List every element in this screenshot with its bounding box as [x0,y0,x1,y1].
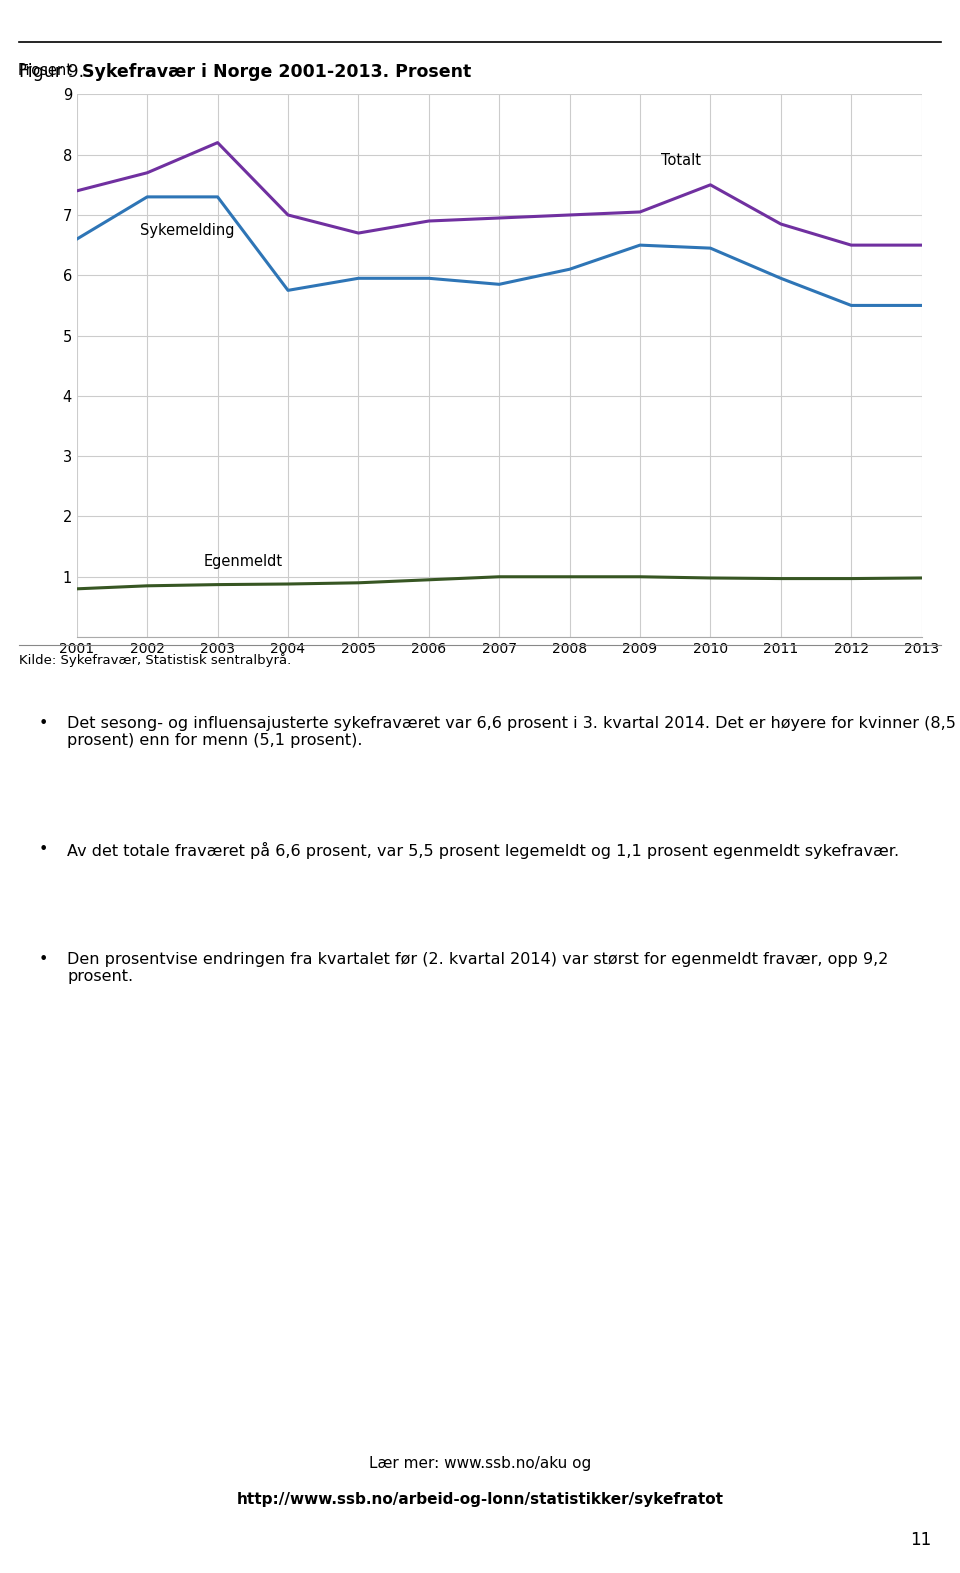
Text: Prosent: Prosent [17,63,73,79]
Text: Totalt: Totalt [661,153,701,168]
Text: Lær mer: www.ssb.no/aku og: Lær mer: www.ssb.no/aku og [369,1455,591,1471]
Text: •: • [38,952,48,967]
Text: Det sesong- og influensajusterte sykefraværet var 6,6 prosent i 3. kvartal 2014.: Det sesong- og influensajusterte sykefra… [67,716,956,749]
Text: Sykemelding: Sykemelding [140,222,234,238]
Text: •: • [38,716,48,731]
Text: Den prosentvise endringen fra kvartalet før (2. kvartal 2014) var størst for ege: Den prosentvise endringen fra kvartalet … [67,952,889,985]
Text: Kilde: Sykefravær, Statistisk sentralbyrå.: Kilde: Sykefravær, Statistisk sentralbyr… [19,653,292,667]
Text: http://www.ssb.no/arbeid-og-lonn/statistikker/sykefratot: http://www.ssb.no/arbeid-og-lonn/statist… [236,1491,724,1507]
Text: Sykefravær i Norge 2001-2013. Prosent: Sykefravær i Norge 2001-2013. Prosent [82,63,470,80]
Text: 11: 11 [910,1532,931,1549]
Text: •: • [38,842,48,857]
Text: Av det totale fraværet på 6,6 prosent, var 5,5 prosent legemeldt og 1,1 prosent : Av det totale fraværet på 6,6 prosent, v… [67,842,900,859]
Text: Figur 9.: Figur 9. [19,63,90,80]
Text: Egenmeldt: Egenmeldt [204,554,282,569]
